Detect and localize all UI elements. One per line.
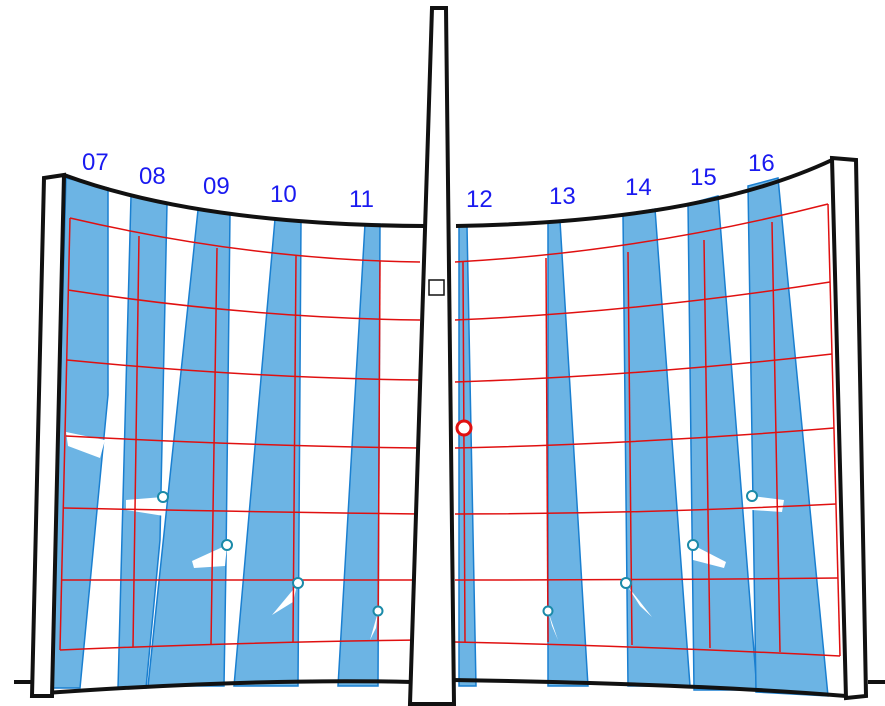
marker-13 [542,605,554,617]
marker-10 [292,577,304,589]
hour-band-13 [547,220,589,687]
hour-label-08: 08 [139,163,166,190]
right-end-wall [829,155,869,701]
square-outline-icon [428,279,445,296]
hour-label-11: 11 [349,186,374,213]
left-hour-bands [51,177,381,689]
bottom-edge-left [31,679,413,696]
noon-marker [455,419,473,437]
hour-band-12 [458,225,477,687]
hour-label-10: 10 [270,181,297,208]
hour-band-10 [233,218,302,687]
dial-outline [14,158,885,698]
hour-band-11 [337,223,381,687]
top-edge-right [455,158,833,228]
marker-14 [620,577,632,589]
marker-09 [221,539,233,551]
gnomon [407,6,457,706]
grid-left [59,217,421,651]
left-end-wall [29,172,67,698]
hour-label-07: 07 [82,149,109,176]
marker-11 [372,605,384,617]
hour-label-14: 14 [625,174,652,201]
bottom-edge-right [451,678,847,698]
hour-label-12: 12 [466,186,493,213]
marker-15 [687,539,699,551]
hour-markers [157,490,758,617]
grid-right [454,203,841,657]
hour-label-09: 09 [203,173,230,200]
top-edge-left [63,173,426,228]
marker-16 [746,490,758,502]
hour-label-16: 16 [748,150,775,177]
hour-band-16 [747,177,829,697]
hour-band-15 [687,195,758,691]
hour-label-13: 13 [549,183,576,210]
hour-label-15: 15 [690,164,717,191]
marker-08 [157,491,169,503]
hour-band-14 [622,208,691,687]
